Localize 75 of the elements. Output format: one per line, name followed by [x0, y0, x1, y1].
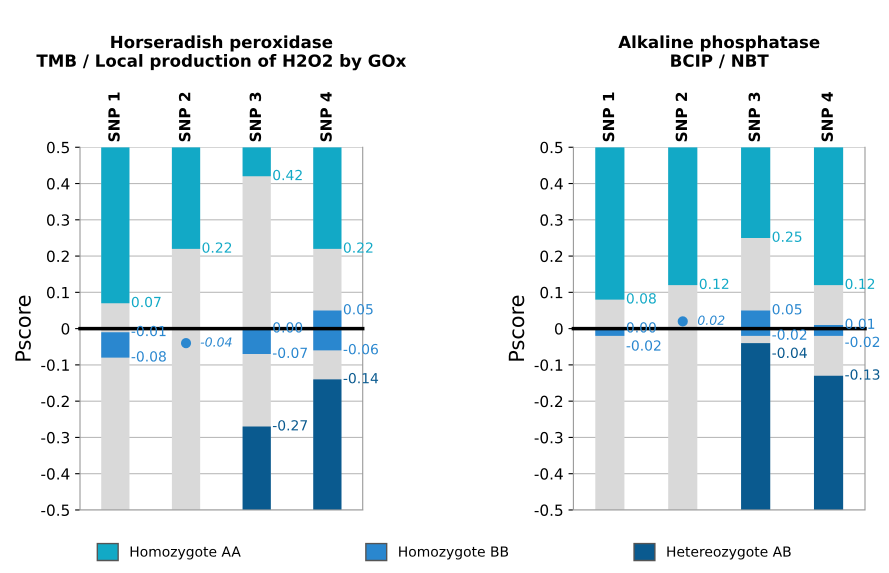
annotation: -0.02 [626, 340, 660, 351]
bar [814, 376, 844, 510]
y-tick-label: 0 [62, 323, 70, 335]
bar [242, 147, 271, 176]
bar [741, 343, 770, 510]
y-tick-label: -0.1 [41, 359, 69, 371]
annotation: 0.12 [700, 278, 728, 290]
annotation: 0.22 [202, 242, 232, 253]
y-tick-label: 0.5 [47, 142, 69, 154]
y-tick-label: 0.3 [47, 214, 70, 226]
bar [313, 379, 342, 510]
annotation: -0.02 [772, 329, 806, 340]
x-tick-label: SNP 3 [250, 92, 262, 142]
legend-label: Homozygote BB [399, 546, 508, 560]
annotation: 0.22 [344, 242, 372, 253]
legend-label: Homozygote AA [130, 546, 241, 560]
y-tick-label: 0.2 [47, 250, 69, 262]
bar [242, 426, 271, 510]
data-label: 0.02 [698, 316, 724, 325]
y-tick-label: -0.5 [41, 504, 69, 516]
y-tick-label: 0.5 [540, 142, 562, 154]
y-tick-label: 0.4 [540, 178, 563, 190]
chart-title: Alkaline phosphatase BCIP / NBT [618, 35, 820, 68]
annotation: 0.08 [626, 293, 656, 304]
x-tick-label: SNP 1 [108, 92, 120, 142]
annotation: -0.13 [845, 369, 880, 380]
bar [242, 328, 271, 354]
y-axis-title: Pscore [508, 296, 524, 361]
x-tick-label: SNP 4 [320, 92, 332, 142]
annotation: 0.25 [772, 231, 802, 242]
bar [101, 147, 130, 304]
y-tick-label: -0.2 [534, 396, 562, 408]
y-tick-label: -0.3 [41, 432, 70, 444]
bar [313, 147, 342, 249]
annotation: 0.01 [846, 318, 874, 330]
y-axis-title: Pscore [15, 296, 31, 361]
y-tick-label: -0.5 [534, 504, 562, 516]
annotation: -0.06 [344, 344, 378, 354]
annotation: 0.05 [344, 304, 373, 315]
y-tick-label: 0.4 [47, 178, 70, 190]
y-tick-label: -0.4 [534, 468, 563, 480]
annotation: 0.42 [273, 170, 302, 180]
bar [172, 147, 200, 249]
x-tick-label: SNP 4 [821, 92, 833, 142]
annotation: 0.07 [132, 296, 161, 308]
y-tick-label: 0.2 [540, 250, 562, 262]
bar [313, 310, 342, 350]
x-tick-label: SNP 2 [676, 92, 688, 142]
bar [595, 147, 624, 300]
annotation: -0.08 [132, 351, 166, 362]
bar [814, 147, 844, 286]
x-tick-label: SNP 3 [748, 92, 760, 142]
annotation: -0.27 [272, 420, 307, 431]
x-tick-label: SNP 1 [602, 92, 614, 142]
y-tick-label: 0 [554, 323, 563, 335]
y-tick-label: 0.1 [47, 286, 69, 298]
annotation: -0.04 [772, 348, 807, 358]
bar [741, 147, 770, 238]
chart-title: Horseradish peroxidase TMB / Local production of H2O2 by GOx [36, 35, 406, 70]
y-tick-label: -0.3 [534, 432, 562, 444]
bar [101, 332, 130, 358]
y-tick-label: -0.4 [41, 468, 70, 480]
x-tick-label: SNP 2 [178, 92, 190, 142]
y-tick-label: -0.2 [41, 396, 69, 408]
annotation: -0.07 [272, 348, 307, 358]
y-tick-label: -0.1 [534, 359, 562, 371]
legend-label: Hetereozygote AB [667, 546, 791, 560]
y-tick-label: 0.1 [540, 286, 562, 298]
y-tick-label: 0.3 [540, 214, 562, 226]
data-label: -0.04 [200, 337, 232, 347]
annotation: 0.05 [772, 304, 802, 315]
annotation: -0.14 [344, 372, 378, 384]
annotation: -0.02 [845, 336, 880, 348]
bar [668, 147, 698, 286]
annotation: 0.12 [846, 278, 874, 290]
